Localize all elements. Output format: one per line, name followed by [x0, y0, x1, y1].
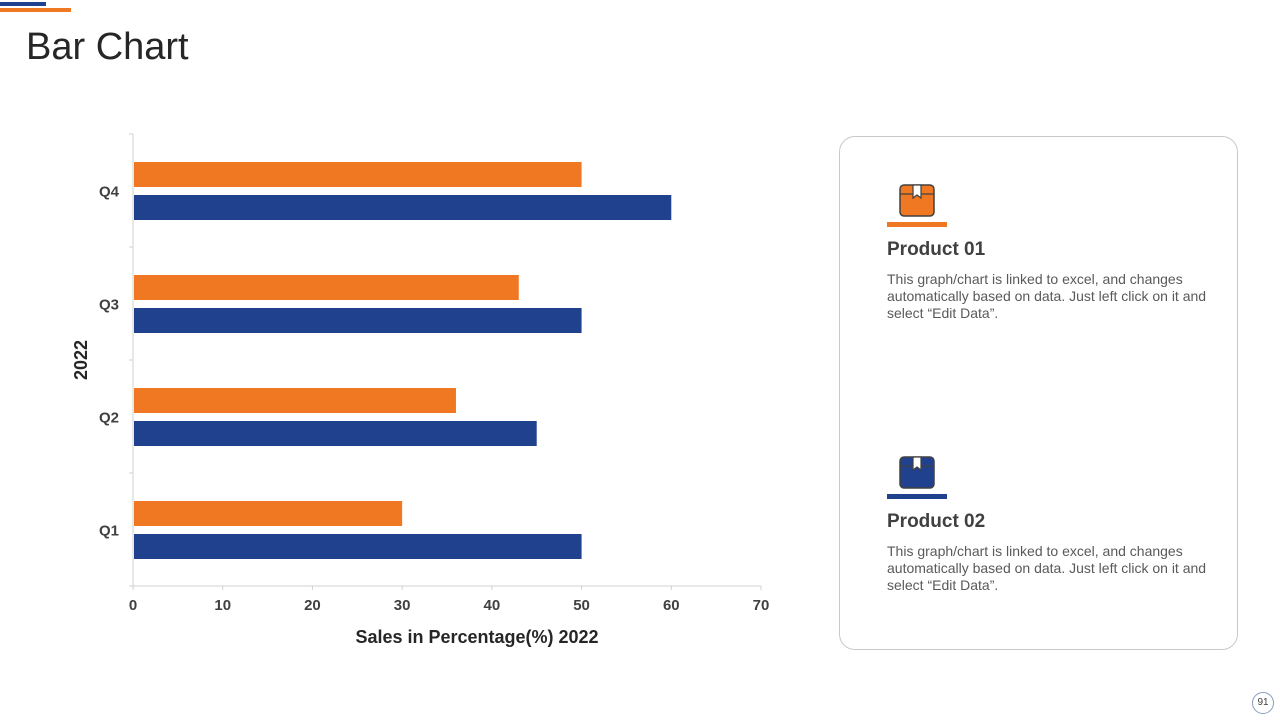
y-tick-label: Q3 — [99, 297, 119, 314]
x-tick-label: 10 — [214, 597, 231, 614]
product-01-block: Product 01 This graph/chart is linked to… — [887, 183, 1217, 322]
bar-product-01-q3 — [134, 275, 519, 300]
bar-product-01-q1 — [134, 501, 403, 526]
bar-product-02-q2 — [134, 421, 537, 446]
x-tick-label: 50 — [573, 597, 590, 614]
product-02-description: This graph/chart is linked to excel, and… — [887, 543, 1207, 593]
legend-card: Product 01 This graph/chart is linked to… — [839, 136, 1238, 650]
y-tick-label: Q4 — [99, 184, 120, 201]
y-axis-title: 2022 — [71, 340, 91, 380]
bar-product-01-q2 — [134, 388, 456, 413]
y-tick-label: Q2 — [99, 410, 119, 427]
header-accent-blue-bar — [0, 2, 46, 6]
product-01-name: Product 01 — [887, 239, 986, 260]
product-02-name: Product 02 — [887, 511, 986, 532]
x-tick-label: 30 — [394, 597, 411, 614]
product-02-block: Product 02 This graph/chart is linked to… — [887, 455, 1217, 594]
bar-chart[interactable]: Q1 Q2 Q3 Q4 0 10 20 30 40 50 60 70 Sales in Percenta… — [0, 0, 820, 720]
package-box-icon — [887, 455, 947, 501]
x-tick-label: 40 — [484, 597, 501, 614]
bar-product-02-q1 — [134, 534, 582, 559]
slide-title: Bar Chart — [26, 26, 189, 68]
y-tick-label: Q1 — [99, 523, 119, 540]
x-tick-label: 20 — [304, 597, 321, 614]
bar-product-01-q4 — [134, 162, 582, 187]
x-tick-label: 0 — [129, 597, 137, 614]
x-tick-label: 70 — [753, 597, 770, 614]
x-tick-label: 60 — [663, 597, 680, 614]
x-axis-title: Sales in Percentage(%) 2022 — [355, 627, 598, 647]
header-accent-orange-bar — [0, 8, 71, 12]
product-01-description: This graph/chart is linked to excel, and… — [887, 271, 1207, 321]
page-number: 91 — [1252, 692, 1274, 714]
bar-product-02-q4 — [134, 195, 672, 220]
package-box-icon — [887, 183, 947, 229]
bar-product-02-q3 — [134, 308, 582, 333]
